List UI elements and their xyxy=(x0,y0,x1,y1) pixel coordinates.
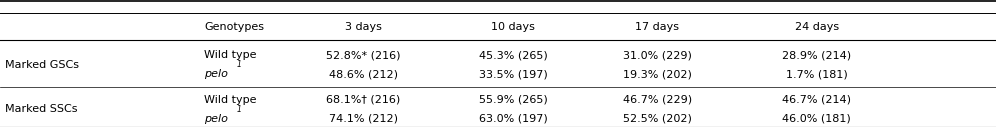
Text: pelo: pelo xyxy=(204,69,228,79)
Text: 52.8%* (216): 52.8%* (216) xyxy=(327,50,400,60)
Text: 68.1%† (216): 68.1%† (216) xyxy=(327,95,400,105)
Text: Marked SSCs: Marked SSCs xyxy=(5,104,78,114)
Text: 10 days: 10 days xyxy=(491,22,535,32)
Text: 24 days: 24 days xyxy=(795,22,839,32)
Text: 33.5% (197): 33.5% (197) xyxy=(478,69,548,79)
Text: 63.0% (197): 63.0% (197) xyxy=(478,114,548,124)
Text: pelo: pelo xyxy=(204,114,228,124)
Text: 55.9% (265): 55.9% (265) xyxy=(478,95,548,105)
Text: 45.3% (265): 45.3% (265) xyxy=(478,50,548,60)
Text: Wild type: Wild type xyxy=(204,50,257,60)
Text: 31.0% (229): 31.0% (229) xyxy=(622,50,692,60)
Text: 74.1% (212): 74.1% (212) xyxy=(329,114,398,124)
Text: Marked GSCs: Marked GSCs xyxy=(5,60,79,70)
Text: 48.6% (212): 48.6% (212) xyxy=(329,69,398,79)
Text: 1.7% (181): 1.7% (181) xyxy=(786,69,848,79)
Text: 46.7% (229): 46.7% (229) xyxy=(622,95,692,105)
Text: 19.3% (202): 19.3% (202) xyxy=(622,69,692,79)
Text: Wild type: Wild type xyxy=(204,95,257,105)
Text: 28.9% (214): 28.9% (214) xyxy=(782,50,852,60)
Text: 46.0% (181): 46.0% (181) xyxy=(782,114,852,124)
Text: Genotypes: Genotypes xyxy=(204,22,264,32)
Text: 46.7% (214): 46.7% (214) xyxy=(782,95,852,105)
Text: 1: 1 xyxy=(237,105,242,114)
Text: 1: 1 xyxy=(237,60,242,69)
Text: 3 days: 3 days xyxy=(345,22,382,32)
Text: 17 days: 17 days xyxy=(635,22,679,32)
Text: 52.5% (202): 52.5% (202) xyxy=(622,114,692,124)
